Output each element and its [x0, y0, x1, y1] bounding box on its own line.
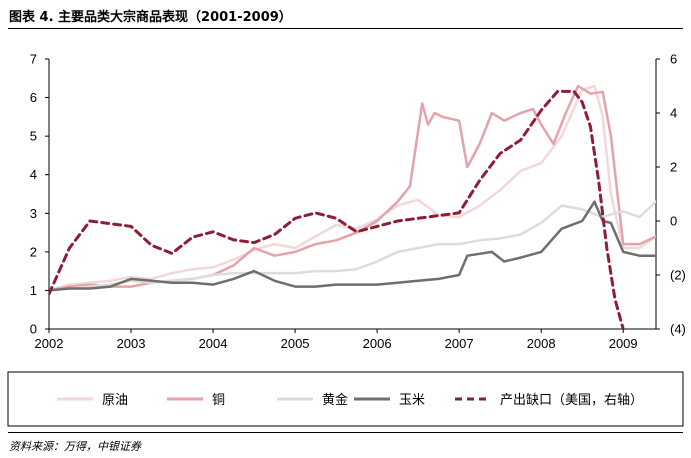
y-tick-label: 4 [30, 167, 37, 182]
x-tick-label: 2009 [609, 336, 638, 351]
chart-title: 图表 4. 主要品类大宗商品表现（2001-2009） [9, 10, 292, 25]
series-line-黄金 [49, 200, 656, 292]
legend-box [7, 371, 684, 427]
y-tick-label: 1 [30, 283, 37, 298]
x-tick-label: 2006 [363, 336, 392, 351]
series-line-铜 [49, 84, 656, 292]
y2-tick-label: 2 [670, 160, 677, 175]
y-tick-label: 3 [30, 206, 37, 221]
y2-tick-label: 0 [670, 214, 677, 229]
x-tick-label: 2003 [117, 336, 146, 351]
legend-label: 原油 [102, 393, 128, 408]
legend-label: 玉米 [399, 393, 425, 408]
y2-tick-label: (4) [670, 322, 686, 337]
legend-label: 黄金 [322, 392, 348, 408]
series-line-玉米 [49, 200, 656, 292]
series-line-原油 [49, 84, 656, 292]
source-rule [8, 432, 683, 433]
legend-label: 铜 [212, 393, 225, 408]
y2-tick-label: 6 [670, 52, 677, 67]
y-tick-label: 6 [30, 90, 37, 105]
x-tick-label: 2002 [35, 336, 64, 351]
x-tick-label: 2004 [199, 336, 228, 351]
title-rule [8, 28, 683, 29]
y-tick-label: 5 [30, 129, 37, 144]
x-tick-label: 2005 [281, 336, 310, 351]
chart-axes: 0 1 2 3 4 5 6 7 (4) (2) 0 2 4 6 2002 2003 2004 2005 2006 20… [30, 52, 686, 352]
x-tick-label: 2008 [527, 336, 556, 351]
y2-tick-label: 4 [670, 106, 677, 121]
chart-legend: 原油 铜 黄金 玉米 产出缺口（美国，右轴） [7, 371, 684, 427]
legend-label: 产出缺口（美国，右轴） [500, 393, 643, 408]
chart-series-lines [49, 84, 656, 329]
x-tick-label: 2007 [445, 336, 474, 351]
y-tick-label: 0 [30, 322, 37, 337]
source-note: 资料来源：万得，中银证券 [9, 440, 141, 453]
series-line-产出缺口（美国，右轴） [49, 89, 625, 329]
y-tick-label: 2 [30, 244, 37, 259]
y-tick-label: 7 [30, 52, 37, 67]
y2-tick-label: (2) [670, 268, 686, 283]
